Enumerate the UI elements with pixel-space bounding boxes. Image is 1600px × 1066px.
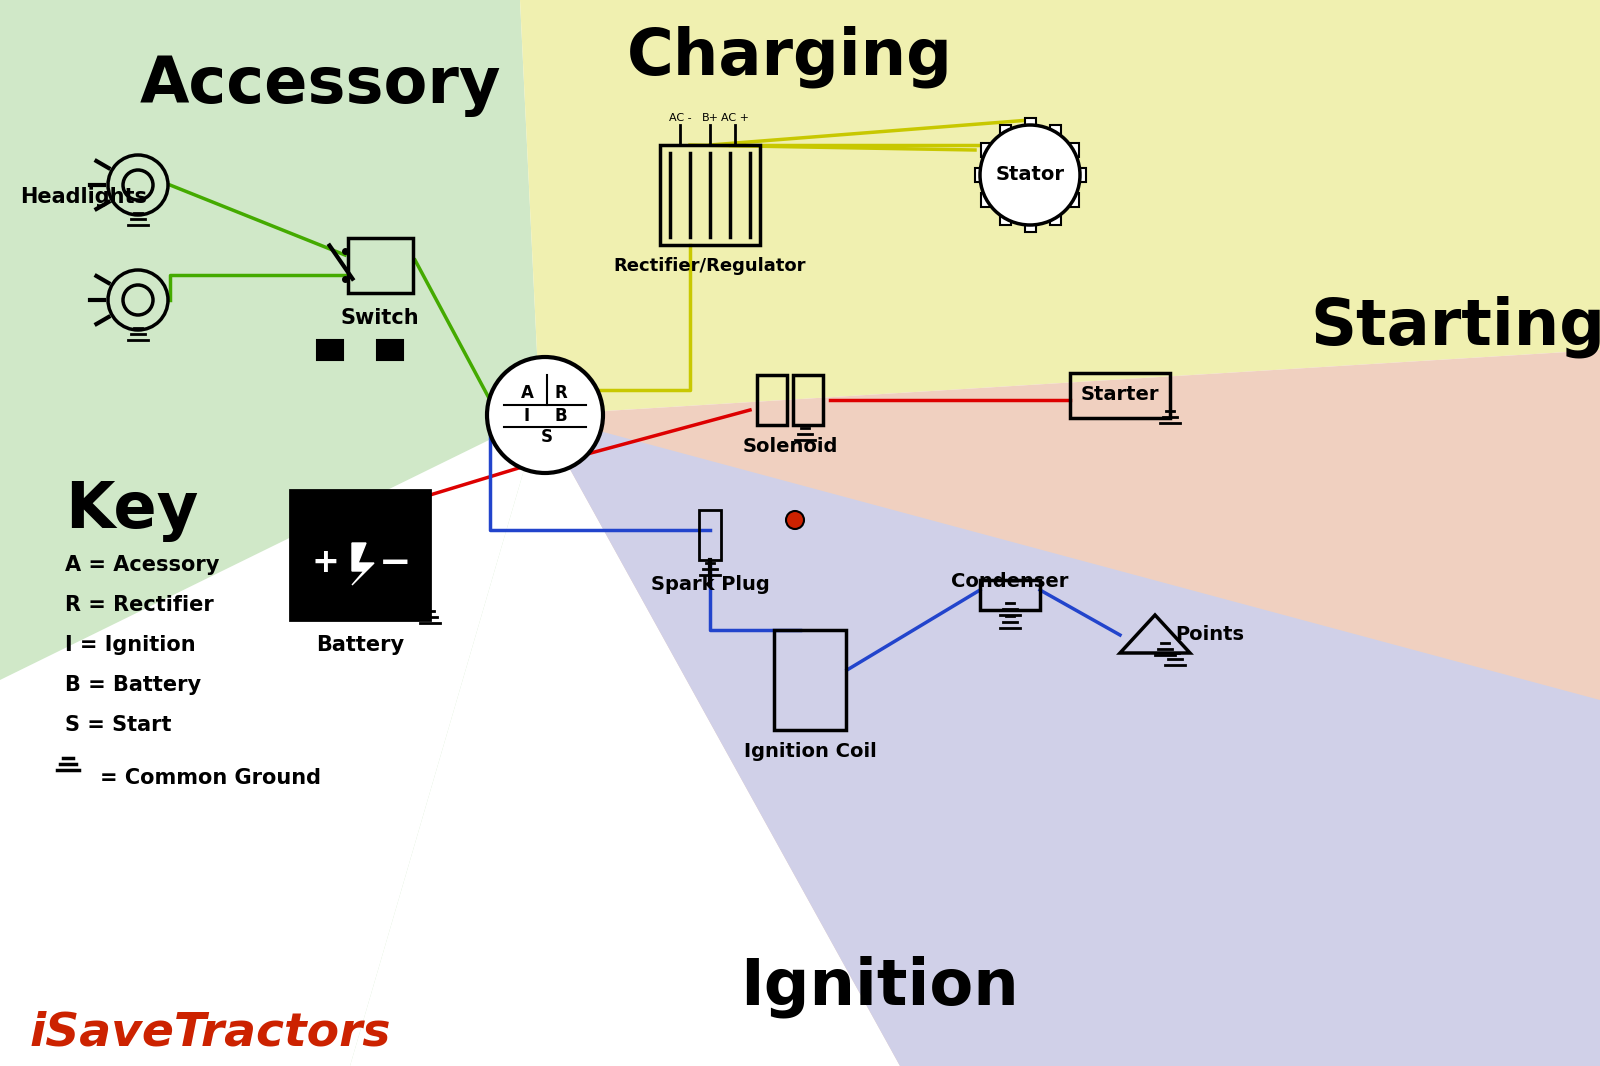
Text: Ignition Coil: Ignition Coil xyxy=(744,742,877,761)
Bar xyxy=(290,490,430,620)
Polygon shape xyxy=(541,350,1600,1066)
Text: Headlights: Headlights xyxy=(19,187,147,207)
Bar xyxy=(981,143,992,157)
Circle shape xyxy=(786,511,805,529)
Bar xyxy=(1067,193,1078,207)
Text: Condenser: Condenser xyxy=(952,572,1069,591)
Text: A: A xyxy=(520,384,533,402)
Text: −: − xyxy=(379,544,411,582)
Text: Starter: Starter xyxy=(1080,386,1160,404)
Polygon shape xyxy=(541,415,1600,1066)
Polygon shape xyxy=(352,543,374,585)
Polygon shape xyxy=(0,415,541,1066)
Text: Starting: Starting xyxy=(1310,295,1600,357)
Text: Solenoid: Solenoid xyxy=(742,437,838,456)
Text: I: I xyxy=(523,407,530,425)
Text: B = Battery: B = Battery xyxy=(66,675,202,695)
Text: Rectifier/Regulator: Rectifier/Regulator xyxy=(614,257,806,275)
Text: R: R xyxy=(555,384,568,402)
Text: I = Ignition: I = Ignition xyxy=(66,635,195,655)
Bar xyxy=(1070,372,1170,418)
Text: Spark Plug: Spark Plug xyxy=(651,575,770,594)
Bar xyxy=(794,375,822,425)
Text: +: + xyxy=(310,547,339,580)
Bar xyxy=(699,510,722,560)
Text: iSaveTractors: iSaveTractors xyxy=(30,1010,392,1055)
Bar xyxy=(1050,211,1061,225)
Text: B: B xyxy=(555,407,568,425)
Text: B+: B+ xyxy=(701,113,718,123)
Bar xyxy=(1075,168,1085,182)
Bar xyxy=(347,238,413,292)
Circle shape xyxy=(979,125,1080,225)
Text: Battery: Battery xyxy=(315,635,405,655)
Text: Accessory: Accessory xyxy=(141,55,501,117)
Text: S: S xyxy=(541,429,554,446)
Bar xyxy=(979,580,1040,610)
Text: = Common Ground: = Common Ground xyxy=(99,768,322,788)
Text: AC +: AC + xyxy=(722,113,749,123)
Polygon shape xyxy=(0,0,541,1066)
Bar xyxy=(661,145,760,245)
Text: Switch: Switch xyxy=(341,307,419,327)
Text: A = Acessory: A = Acessory xyxy=(66,555,219,575)
Bar xyxy=(378,340,403,360)
Bar xyxy=(1050,125,1061,139)
Text: S = Start: S = Start xyxy=(66,715,171,734)
Bar xyxy=(1024,118,1035,132)
Bar xyxy=(317,340,342,360)
Bar xyxy=(774,630,846,730)
Text: Stator: Stator xyxy=(995,165,1064,184)
Text: Points: Points xyxy=(1176,625,1245,644)
Text: Ignition: Ignition xyxy=(741,955,1019,1018)
Circle shape xyxy=(486,357,603,473)
Bar xyxy=(1000,211,1011,225)
Text: AC -: AC - xyxy=(669,113,691,123)
Bar xyxy=(1000,125,1011,139)
Text: Key: Key xyxy=(66,480,198,542)
Text: R = Rectifier: R = Rectifier xyxy=(66,595,214,615)
Text: Charging: Charging xyxy=(627,25,954,87)
Bar xyxy=(757,375,787,425)
Bar xyxy=(981,193,992,207)
Bar xyxy=(974,168,986,182)
Polygon shape xyxy=(520,0,1600,415)
Bar xyxy=(1024,219,1035,232)
Bar xyxy=(1067,143,1078,157)
